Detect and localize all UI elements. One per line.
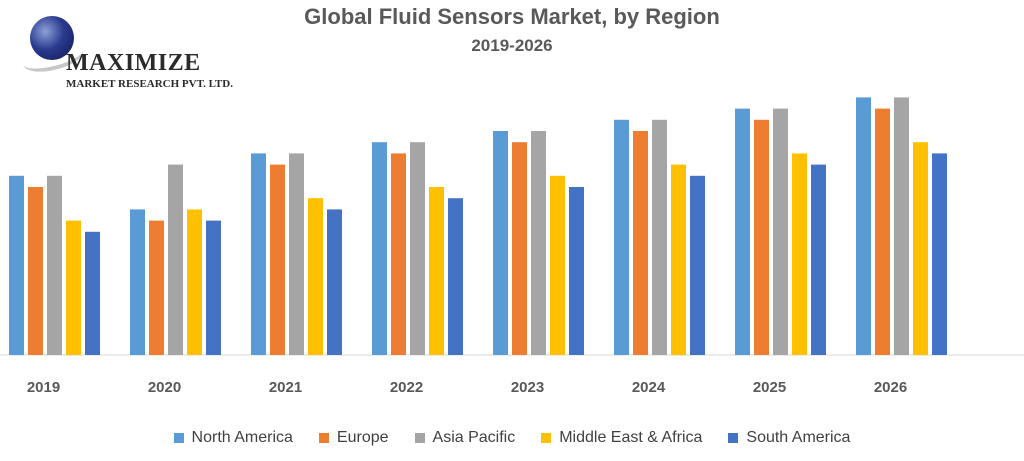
x-tick-label: 2025 <box>753 379 786 396</box>
bar-2025-europe <box>754 119 769 355</box>
legend-label: Middle East & Africa <box>559 429 703 446</box>
bar-2024-middle-east-africa <box>671 164 686 355</box>
bar-2019-south-america <box>85 231 100 355</box>
bar-2020-europe <box>149 220 164 355</box>
company-logo: MAXIMIZE MARKET RESEARCH PVT. LTD. <box>19 16 252 94</box>
logo-brand: MAXIMIZE <box>66 50 201 76</box>
bar-2021-south-america <box>327 209 342 355</box>
bar-2021-middle-east-africa <box>308 198 323 355</box>
bar-2023-asia-pacific <box>531 131 546 355</box>
bar-2023-north-america <box>493 131 508 355</box>
bar-2024-europe <box>633 131 648 355</box>
x-tick-label: 2023 <box>511 379 544 396</box>
bar-2021-north-america <box>251 153 266 355</box>
bar-2023-south-america <box>569 187 584 355</box>
bar-2024-north-america <box>614 119 629 355</box>
bar-chart: 2019 2020 2021 2022 2023 2024 2025 2026 <box>0 97 1024 396</box>
legend-label: North America <box>191 429 293 446</box>
bar-2025-south-america <box>811 164 826 355</box>
bar-2022-europe <box>391 153 406 355</box>
bar-2021-europe <box>270 164 285 355</box>
bar-2026-middle-east-africa <box>913 142 928 355</box>
bar-2025-middle-east-africa <box>792 153 807 355</box>
x-tick-label: 2021 <box>269 379 302 396</box>
x-tick-label: 2022 <box>390 379 423 396</box>
bar-2024-asia-pacific <box>652 119 667 355</box>
bar-2019-europe <box>28 187 43 355</box>
bar-2020-asia-pacific <box>168 164 183 355</box>
bar-2022-asia-pacific <box>410 142 425 355</box>
bar-2023-middle-east-africa <box>550 175 565 355</box>
bar-2025-north-america <box>735 108 750 355</box>
bar-2022-north-america <box>372 142 387 355</box>
bar-2021-asia-pacific <box>289 153 304 355</box>
x-tick-label: 2026 <box>874 379 907 396</box>
bar-2019-middle-east-africa <box>66 220 81 355</box>
legend-swatch <box>728 433 739 443</box>
legend-item: Europe <box>318 429 389 447</box>
bar-2024-south-america <box>690 175 705 355</box>
legend-item: South America <box>728 429 850 447</box>
legend-label: Asia Pacific <box>432 429 516 446</box>
bar-2026-south-america <box>932 153 947 355</box>
bar-2026-asia-pacific <box>894 97 909 356</box>
bar-2019-north-america <box>9 175 24 355</box>
legend-item: Asia Pacific <box>414 429 516 447</box>
bar-2020-south-america <box>206 220 221 355</box>
bar-2019-asia-pacific <box>47 175 62 355</box>
legend-swatch <box>541 433 552 443</box>
x-tick-label: 2019 <box>27 379 60 396</box>
x-tick-label: 2024 <box>632 379 666 396</box>
bar-2025-asia-pacific <box>773 108 788 355</box>
legend-swatch <box>414 433 425 443</box>
legend-item: North America <box>173 429 293 447</box>
legend-label: South America <box>746 429 851 446</box>
bar-2026-europe <box>875 108 890 355</box>
chart-subtitle: 2019-2026 <box>471 36 553 55</box>
legend-swatch <box>318 433 329 443</box>
bar-2026-north-america <box>856 97 871 356</box>
bar-2022-middle-east-africa <box>429 187 444 355</box>
x-tick-label: 2020 <box>148 379 181 396</box>
legend-label: Europe <box>336 429 389 446</box>
bar-2020-north-america <box>130 209 145 355</box>
logo-subtitle: MARKET RESEARCH PVT. LTD. <box>66 78 233 90</box>
chart-legend: North America Europe Asia Pacific Middle Ea… <box>0 429 1024 447</box>
globe-icon <box>30 16 74 60</box>
chart-title: Global Fluid Sensors Market, by Region <box>304 4 720 29</box>
bar-2022-south-america <box>448 198 463 355</box>
legend-item: Middle East & Africa <box>541 429 702 447</box>
bar-2020-middle-east-africa <box>187 209 202 355</box>
bar-2023-europe <box>512 142 527 355</box>
legend-swatch <box>173 433 184 443</box>
